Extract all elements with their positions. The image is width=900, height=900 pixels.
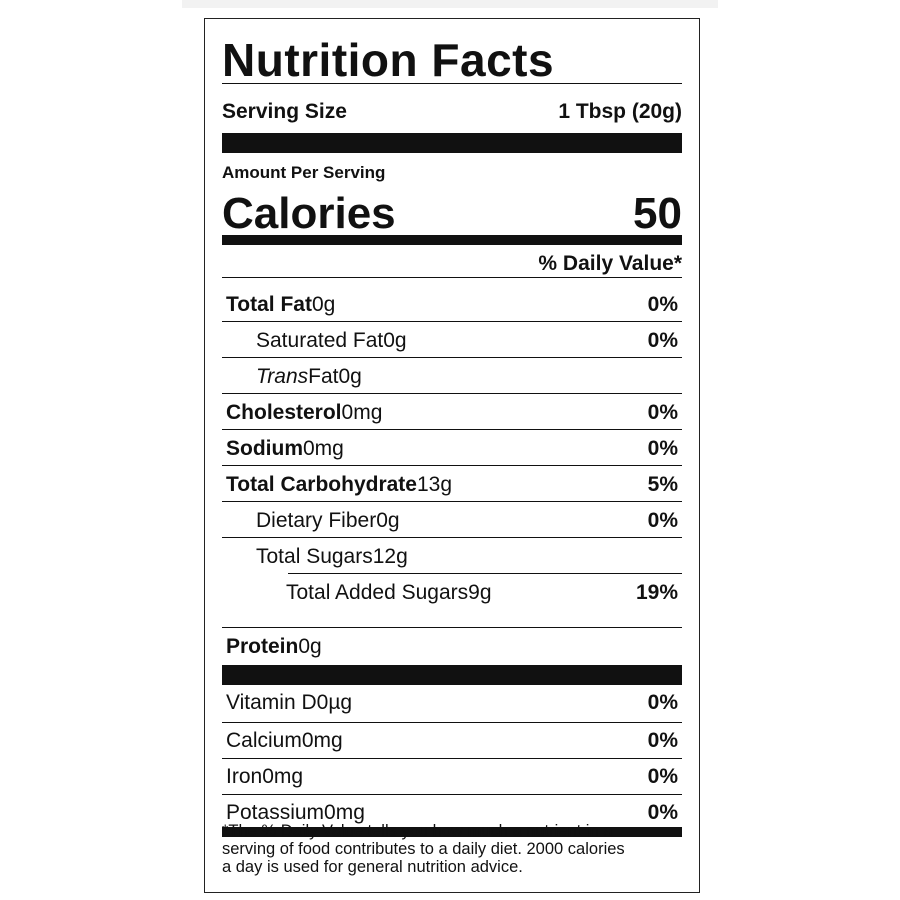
- vitamin-name: Potassium: [226, 801, 325, 824]
- nutrient-name: Cholesterol: [226, 401, 342, 424]
- vitamin-amount: 0mg: [301, 729, 343, 752]
- nutrient-row-total-carbohydrate: Total Carbohydrate 13g 5%: [222, 467, 682, 503]
- nutrient-row-saturated-fat: Saturated Fat 0g 0%: [222, 323, 682, 359]
- nutrient-dv: 0%: [647, 293, 678, 316]
- nutrient-dv: 0%: [647, 329, 678, 352]
- title-divider: [222, 83, 682, 84]
- nutrient-name: Total Carbohydrate: [226, 473, 417, 496]
- footnote: *The % Daily Value tells you how much a …: [222, 822, 682, 876]
- calories-divider: [222, 235, 682, 245]
- nutrient-name: Total Sugars: [256, 545, 373, 568]
- vitamin-amount: 0µg: [316, 691, 353, 714]
- nutrient-name: Sodium: [226, 437, 303, 460]
- row-divider: [222, 321, 682, 322]
- footnote-line: serving of food contributes to a daily d…: [222, 840, 625, 858]
- nutrition-facts-label: Nutrition Facts Serving Size 1 Tbsp (20g…: [204, 18, 700, 893]
- nutrient-row-sodium: Sodium 0mg 0%: [222, 431, 682, 467]
- row-divider: [222, 501, 682, 502]
- header-divider: [222, 277, 682, 278]
- thick-divider-top: [222, 133, 682, 153]
- vitamin-amount: 0mg: [324, 801, 365, 824]
- nutrient-name: Total Fat: [226, 293, 312, 316]
- nutrient-row-cholesterol: Cholesterol 0mg 0%: [222, 395, 682, 431]
- vitamin-dv: 0%: [647, 691, 678, 714]
- footnote-line: *The % Daily Value tells you how much a …: [222, 822, 613, 840]
- nutrient-row-protein: Protein 0g: [222, 629, 682, 665]
- calories-label: Calories: [222, 189, 396, 238]
- nutrient-row-added-sugars: Total Added Sugars 9g 19%: [222, 575, 682, 611]
- nutrient-dv: 19%: [635, 581, 678, 604]
- thick-divider-vitamins: [222, 665, 682, 685]
- nutrient-row-trans-fat: Trans Fat 0g: [222, 359, 682, 395]
- row-divider: [222, 357, 682, 358]
- nutrient-amount: 0g: [376, 509, 400, 532]
- nutrient-row-dietary-fiber: Dietary Fiber 0g 0%: [222, 503, 682, 539]
- serving-size-row: Serving Size 1 Tbsp (20g): [222, 99, 682, 125]
- vitamin-row-potassium: Potassium 0mg 0%: [222, 795, 682, 831]
- vitamin-row-iron: Iron 0mg 0%: [222, 759, 682, 795]
- nutrient-amount: 0mg: [303, 437, 344, 460]
- nutrient-name-suffix: Fat: [308, 365, 339, 388]
- nutrient-amount: 0mg: [341, 401, 383, 424]
- nutrient-name: Total Added Sugars: [286, 581, 469, 604]
- row-divider: [222, 465, 682, 466]
- row-divider: [222, 758, 682, 759]
- vitamin-row-calcium: Calcium 0mg 0%: [222, 723, 682, 759]
- nutrient-amount: 13g: [416, 473, 453, 496]
- row-divider: [222, 537, 682, 538]
- nutrient-row-total-sugars: Total Sugars 12g: [222, 539, 682, 575]
- amount-per-serving-row: Amount Per Serving: [222, 162, 682, 184]
- daily-value-header: % Daily Value*: [538, 252, 682, 275]
- nutrient-name: Trans: [256, 365, 309, 388]
- amount-per-serving: Amount Per Serving: [222, 163, 386, 182]
- daily-value-header-row: % Daily Value*: [222, 251, 682, 277]
- vitamin-row-vitamin-d: Vitamin D 0µg 0%: [222, 685, 682, 721]
- page-top-edge: [182, 0, 718, 8]
- nutrient-dv: 0%: [647, 401, 678, 424]
- row-divider: [222, 429, 682, 430]
- footnote-divider: [222, 827, 682, 837]
- nutrient-amount: 12g: [372, 545, 408, 568]
- vitamin-amount: 0mg: [262, 765, 304, 788]
- nutrient-dv: 5%: [647, 473, 678, 496]
- nutrient-dv: 0%: [647, 509, 678, 532]
- nutrient-name: Saturated Fat: [256, 329, 384, 352]
- nutrient-amount: 0g: [311, 293, 336, 316]
- serving-size-value: 1 Tbsp (20g): [558, 100, 682, 123]
- vitamin-dv: 0%: [647, 729, 678, 752]
- row-divider: [222, 627, 682, 628]
- row-divider: [288, 573, 682, 574]
- vitamin-dv: 0%: [647, 765, 678, 788]
- nutrient-amount: 9g: [468, 581, 492, 604]
- label-title: Nutrition Facts: [222, 34, 555, 86]
- row-divider: [222, 393, 682, 394]
- vitamin-dv: 0%: [647, 801, 678, 824]
- vitamin-name: Iron: [226, 765, 263, 788]
- nutrient-name: Dietary Fiber: [256, 509, 377, 532]
- vitamin-name: Vitamin D: [226, 691, 317, 714]
- footnote-line: a day is used for general nutrition advi…: [222, 858, 523, 876]
- calories-value: 50: [633, 189, 682, 238]
- nutrient-row-total-fat: Total Fat 0g 0%: [222, 287, 682, 323]
- nutrient-amount: 0g: [338, 365, 362, 388]
- serving-size-label: Serving Size: [222, 100, 347, 123]
- nutrient-amount: 0g: [383, 329, 407, 352]
- row-divider: [222, 794, 682, 795]
- vitamin-name: Calcium: [226, 729, 302, 752]
- nutrient-dv: 0%: [647, 437, 678, 460]
- nutrient-amount: 0g: [298, 635, 322, 658]
- calories-row: Calories 50: [222, 189, 682, 239]
- row-divider: [222, 722, 682, 723]
- nutrient-name: Protein: [226, 635, 299, 658]
